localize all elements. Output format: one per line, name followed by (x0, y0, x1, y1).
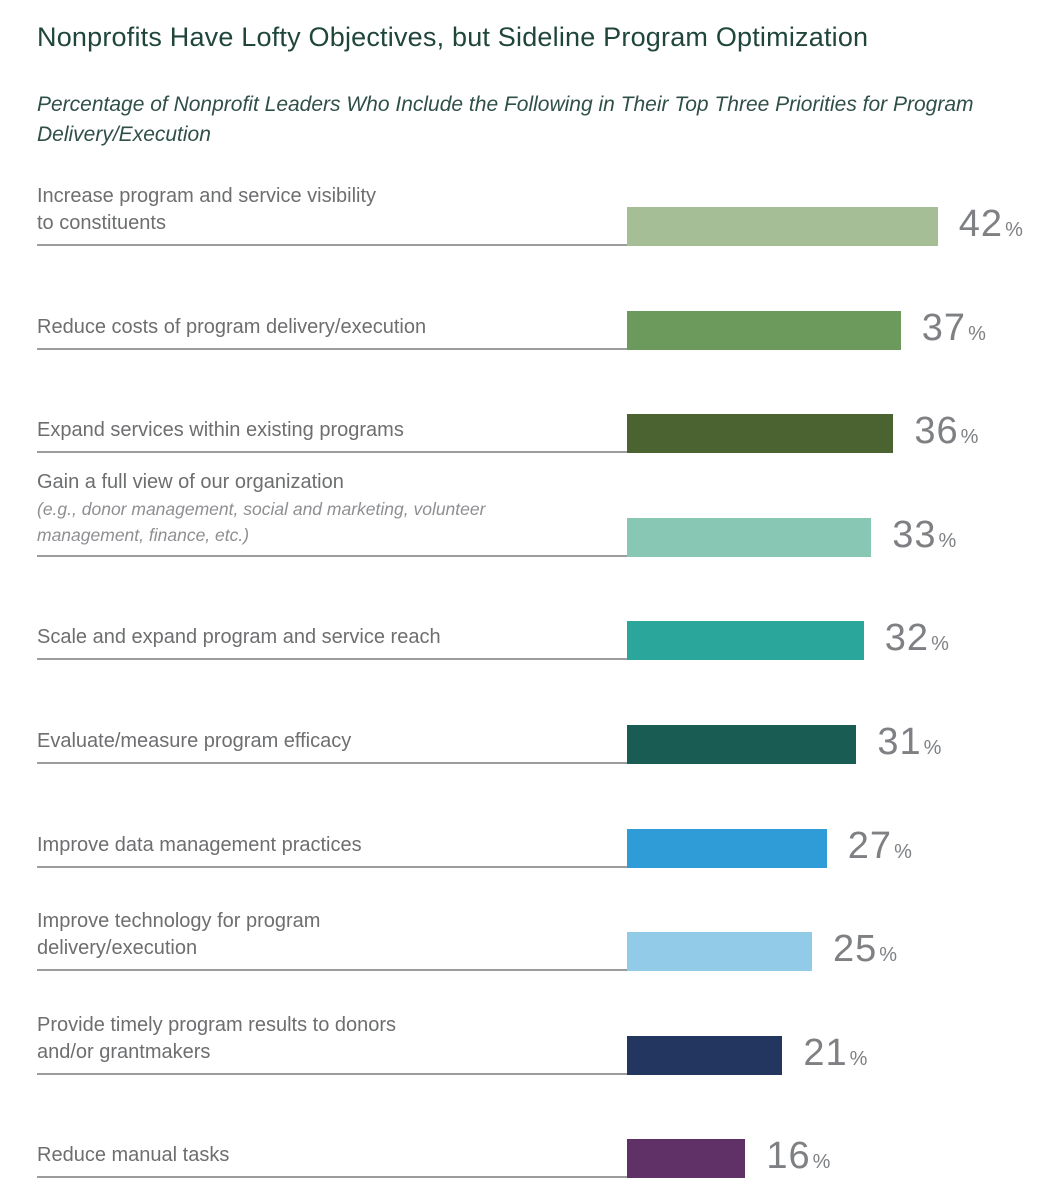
bar (627, 725, 857, 764)
value-unit: % (931, 633, 949, 656)
chart-title: Nonprofits Have Lofty Objectives, but Si… (37, 22, 869, 52)
value-number: 25 (833, 928, 878, 971)
value-unit: % (894, 840, 912, 863)
value-unit: % (968, 322, 986, 345)
value-number: 31 (877, 721, 922, 763)
category-label: Scale and expand program and service rea… (37, 626, 441, 649)
row-underline (37, 762, 627, 764)
category-label-block: Provide timely program results to donors… (37, 1012, 599, 1066)
value-number: 32 (884, 617, 930, 660)
bar (627, 310, 901, 350)
value-unit: % (923, 737, 942, 759)
value-unit: % (1005, 219, 1023, 241)
row-underline (37, 1072, 627, 1075)
category-label: Expand services within existing programs (37, 419, 404, 442)
category-note: (e.g., donor management, social and mark… (37, 498, 486, 519)
category-label-block: Reduce costs of program delivery/executi… (37, 314, 599, 341)
value-label: 42% (959, 205, 1023, 243)
bar (627, 207, 938, 246)
category-label: and/or grantmakers (37, 1040, 211, 1063)
category-label-block: Improve data management practices (37, 832, 599, 859)
category-label-block: Improve technology for program delivery/e… (37, 908, 599, 962)
value-number: 36 (914, 410, 959, 453)
chart-row: Expand services within existing programs… (37, 303, 1042, 454)
row-underline (37, 244, 627, 246)
value-unit: % (812, 1151, 831, 1174)
category-label-block: Increase program and service visibility t… (37, 183, 599, 237)
value-number: 21 (803, 1031, 848, 1074)
value-number: 42 (958, 203, 1004, 245)
value-number: 27 (847, 824, 893, 867)
category-label: Reduce manual tasks (37, 1144, 230, 1167)
chart-row: Scale and expand program and service rea… (37, 510, 1042, 661)
chart-row: Increase program and service visibility t… (37, 96, 1042, 246)
row-underline (37, 1176, 627, 1179)
category-label: Improve data management practices (37, 833, 362, 856)
row-underline (37, 347, 627, 350)
chart-row: Reduce manual tasks 16% (37, 1028, 1042, 1179)
category-label-block: Scale and expand program and service rea… (37, 624, 599, 651)
row-underline (37, 969, 627, 972)
chart-row: Provide timely program results to donors… (37, 925, 1042, 1075)
value-label: 25% (833, 930, 897, 968)
chart-row: Evaluate/measure program efficacy 31% (37, 614, 1042, 764)
bar (627, 828, 827, 868)
category-label-block: Gain a full view of our organization (e.g… (37, 469, 599, 548)
category-label: delivery/execution (37, 937, 198, 960)
value-label: 37% (922, 309, 986, 347)
bar (627, 414, 894, 454)
row-underline (37, 451, 627, 454)
bar (627, 517, 872, 557)
bar (627, 1035, 783, 1075)
category-label: Provide timely program results to donors (37, 1013, 397, 1036)
value-label: 33% (892, 516, 956, 554)
value-label: 16% (766, 1137, 830, 1175)
category-label-block: Reduce manual tasks (37, 1142, 599, 1169)
category-label: Improve technology for program (37, 910, 321, 933)
bar (627, 1139, 746, 1179)
chart-subtitle: Percentage of Nonprofit Leaders Who Incl… (37, 93, 974, 146)
value-unit: % (849, 1047, 868, 1070)
value-label: 31% (877, 723, 941, 761)
value-unit: % (938, 529, 957, 552)
value-label: 21% (803, 1034, 867, 1072)
category-label: Gain a full view of our organization (37, 470, 344, 493)
row-underline (37, 865, 627, 868)
value-number: 33 (892, 513, 937, 556)
row-underline (37, 554, 627, 557)
value-unit: % (879, 944, 898, 967)
category-label: Evaluate/measure program efficacy (37, 730, 352, 752)
row-underline (37, 658, 627, 661)
value-unit: % (960, 426, 979, 449)
chart-row: Improve technology for program delivery/e… (37, 821, 1042, 972)
chart-row: Gain a full view of our organization (e.g… (37, 407, 1042, 557)
value-number: 16 (766, 1135, 811, 1178)
value-label: 32% (885, 619, 949, 657)
category-label-block: Evaluate/measure program efficacy (37, 728, 599, 755)
bar (627, 932, 812, 972)
value-label: 36% (914, 412, 978, 450)
bar (627, 621, 864, 661)
category-note: management, finance, etc.) (37, 524, 250, 545)
category-label-block: Expand services within existing programs (37, 417, 599, 444)
value-label: 27% (848, 827, 912, 865)
value-number: 37 (921, 306, 967, 349)
category-label: Reduce costs of program delivery/executi… (37, 315, 427, 338)
category-label: Increase program and service visibility (37, 185, 377, 207)
category-label: to constituents (37, 212, 166, 234)
chart-row: Reduce costs of program delivery/executi… (37, 200, 1042, 350)
chart-row: Improve data management practices 27% (37, 718, 1042, 868)
